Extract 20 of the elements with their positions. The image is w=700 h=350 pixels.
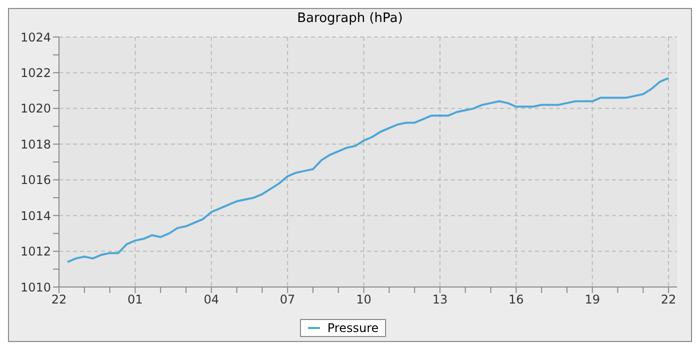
y-tick-label: 1010 [20, 280, 51, 294]
y-tick-label: 1022 [20, 66, 51, 80]
x-tick-label: 13 [432, 292, 448, 307]
y-tick-label: 1020 [20, 102, 51, 116]
y-tick-label: 1012 [20, 244, 51, 259]
x-tick-label: 19 [584, 292, 600, 307]
x-tick-label: 22 [51, 292, 67, 307]
y-tick-label: 1016 [20, 173, 51, 188]
y-tick-label: 1014 [20, 208, 51, 223]
chart-title: Barograph (hPa) [296, 10, 404, 27]
line-series [66, 77, 670, 263]
x-tick-label: 10 [356, 292, 372, 307]
y-tick-label: 1024 [20, 30, 51, 44]
x-tick-label: 07 [280, 292, 296, 307]
x-tick-label: 01 [128, 292, 143, 307]
legend-label: Pressure [326, 321, 379, 335]
x-tick-label: 22 [660, 292, 676, 307]
x-tick-label: 16 [508, 292, 524, 307]
y-tick-label: 1018 [20, 137, 51, 152]
x-tick-label: 04 [204, 292, 220, 307]
